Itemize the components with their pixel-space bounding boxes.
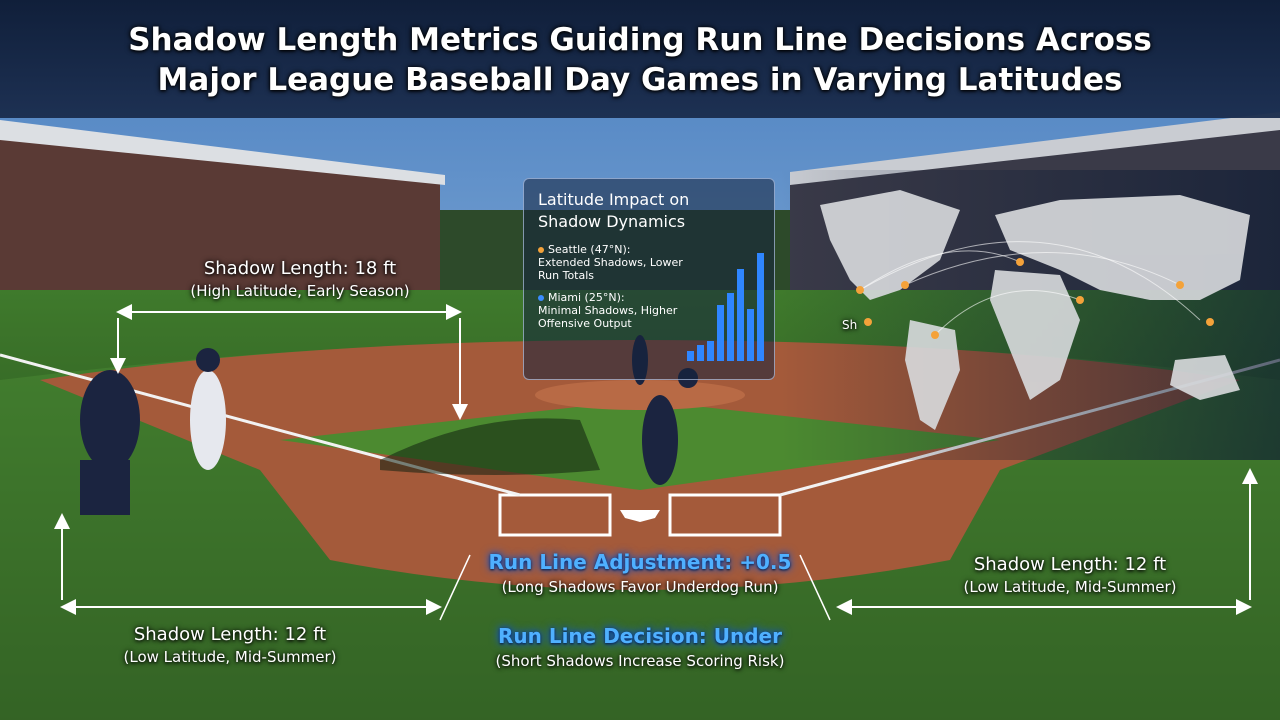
player-shadow [380,418,600,475]
city: Miami (25°N): [548,291,625,304]
city-markers [856,258,1214,339]
run-line-heading: Run Line Adjustment: +0.5 [488,550,792,574]
run-line-detail: (Long Shadows Favor Underdog Run) [501,578,779,596]
title-line: Shadow Length Metrics Guiding Run Line D… [128,22,1152,58]
measure-arrows [54,304,1258,615]
roof-right [790,112,1280,185]
annotation-heading: Shadow Length: 12 ft [133,624,327,645]
city-note: Extended Shadows, Lower Run Totals [538,256,683,282]
info-panel: Latitude Impact on Shadow Dynamics Seatt… [523,178,775,380]
bar [697,345,704,361]
annotation-detail: (Low Latitude, Mid-Summer) [123,648,337,666]
home-plate [620,510,660,522]
bar [737,269,744,361]
annotation-detail: (Low Latitude, Mid-Summer) [963,578,1177,596]
panel-item: Miami (25°N): Minimal Shadows, Higher Off… [538,291,688,330]
bar [707,341,714,361]
panel-item: Seattle (47°N): Extended Shadows, Lower R… [538,243,688,282]
roof-left [0,120,445,185]
city-note: Minimal Shadows, Higher Offensive Output [538,304,678,330]
run-line-detail: (Short Shadows Increase Scoring Risk) [495,652,785,670]
mini-bar-chart [687,253,764,361]
mound [535,380,745,410]
city: Seattle (47°N): [548,243,631,256]
title-line: Major League Baseball Day Games in Varyi… [157,62,1123,98]
run-line-heading: Run Line Decision: Under [497,624,782,648]
annotation-heading: Shadow Length: 18 ft [203,258,397,279]
flight-arcs [859,241,1201,336]
annotation-heading: Shadow Length: 12 ft [973,554,1167,575]
bar [687,351,694,361]
annotation-detail: (High Latitude, Early Season) [190,282,410,300]
bar [727,293,734,361]
panel-title: Latitude Impact on Shadow Dynamics [538,190,690,231]
callout-lines [439,554,831,621]
map-label: Sh [842,318,858,332]
bar [757,253,764,361]
title-band [0,0,1280,118]
bar [717,305,724,361]
world-map [820,190,1250,430]
bar [747,309,754,361]
batter-box [498,493,782,537]
